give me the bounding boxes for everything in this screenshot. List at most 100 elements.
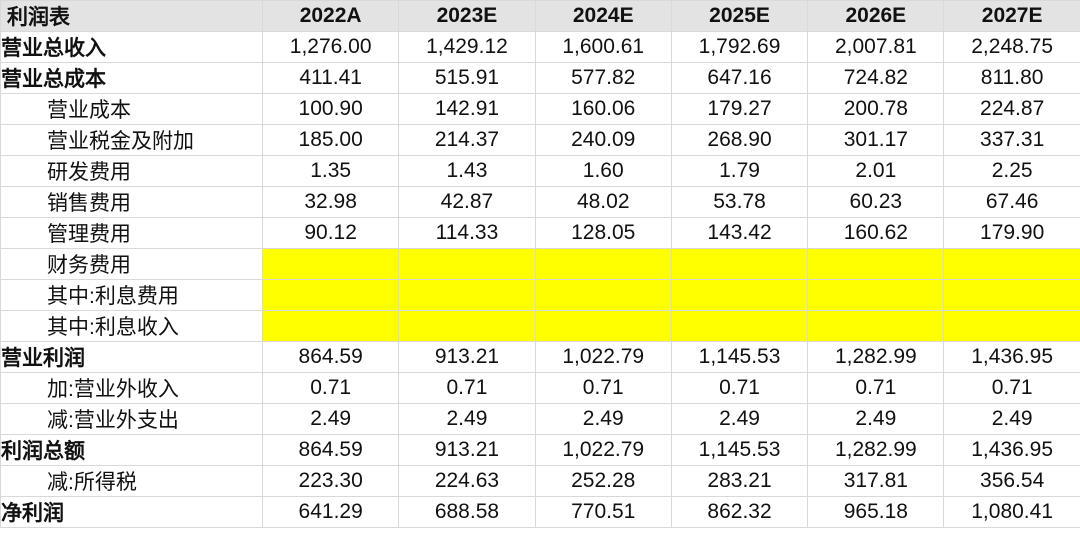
value-cell[interactable]: 965.18 [808,497,944,528]
value-cell[interactable]: 240.09 [535,125,671,156]
value-cell[interactable]: 1,276.00 [263,32,399,63]
value-cell[interactable]: 42.87 [399,187,535,218]
value-cell[interactable]: 2.25 [944,156,1080,187]
value-cell[interactable]: 1,429.12 [399,32,535,63]
value-cell[interactable]: 2.49 [944,404,1080,435]
value-cell[interactable]: 90.12 [263,218,399,249]
value-cell[interactable]: 1.60 [535,156,671,187]
value-cell[interactable]: 142.91 [399,94,535,125]
value-cell[interactable]: 1,282.99 [808,435,944,466]
value-cell[interactable]: 647.16 [671,63,807,94]
value-cell[interactable] [399,280,535,311]
value-cell[interactable]: 317.81 [808,466,944,497]
value-cell[interactable]: 356.54 [944,466,1080,497]
value-cell[interactable]: 641.29 [263,497,399,528]
value-cell[interactable]: 0.71 [944,373,1080,404]
year-header-2027e[interactable]: 2027E [944,1,1080,32]
value-cell[interactable]: 913.21 [399,342,535,373]
row-label[interactable]: 其中:利息费用 [1,280,263,311]
value-cell[interactable] [535,280,671,311]
value-cell[interactable]: 1,436.95 [944,342,1080,373]
year-header-2022a[interactable]: 2022A [263,1,399,32]
value-cell[interactable]: 252.28 [535,466,671,497]
value-cell[interactable]: 1,792.69 [671,32,807,63]
row-label[interactable]: 营业总收入 [1,32,263,63]
row-label[interactable]: 利润总额 [1,435,263,466]
value-cell[interactable]: 811.80 [944,63,1080,94]
year-header-2026e[interactable]: 2026E [808,1,944,32]
value-cell[interactable]: 2.49 [399,404,535,435]
value-cell[interactable]: 2,007.81 [808,32,944,63]
value-cell[interactable] [944,311,1080,342]
value-cell[interactable]: 283.21 [671,466,807,497]
value-cell[interactable]: 32.98 [263,187,399,218]
value-cell[interactable]: 67.46 [944,187,1080,218]
value-cell[interactable]: 0.71 [535,373,671,404]
value-cell[interactable]: 143.42 [671,218,807,249]
value-cell[interactable]: 2,248.75 [944,32,1080,63]
value-cell[interactable]: 128.05 [535,218,671,249]
value-cell[interactable] [399,249,535,280]
value-cell[interactable]: 114.33 [399,218,535,249]
value-cell[interactable]: 2.49 [671,404,807,435]
value-cell[interactable] [671,311,807,342]
value-cell[interactable]: 2.49 [263,404,399,435]
value-cell[interactable]: 770.51 [535,497,671,528]
value-cell[interactable] [535,249,671,280]
row-label[interactable]: 销售费用 [1,187,263,218]
row-label[interactable]: 管理费用 [1,218,263,249]
value-cell[interactable] [263,311,399,342]
row-label[interactable]: 减:所得税 [1,466,263,497]
value-cell[interactable]: 724.82 [808,63,944,94]
value-cell[interactable]: 160.06 [535,94,671,125]
value-cell[interactable]: 60.23 [808,187,944,218]
row-label[interactable]: 财务费用 [1,249,263,280]
row-label[interactable]: 营业利润 [1,342,263,373]
value-cell[interactable] [808,249,944,280]
value-cell[interactable]: 224.63 [399,466,535,497]
value-cell[interactable]: 515.91 [399,63,535,94]
value-cell[interactable]: 1,145.53 [671,342,807,373]
value-cell[interactable] [263,280,399,311]
value-cell[interactable] [263,249,399,280]
value-cell[interactable]: 1,600.61 [535,32,671,63]
value-cell[interactable]: 301.17 [808,125,944,156]
value-cell[interactable]: 913.21 [399,435,535,466]
value-cell[interactable]: 0.71 [263,373,399,404]
table-title[interactable]: 利润表 [1,1,263,32]
row-label[interactable]: 净利润 [1,497,263,528]
value-cell[interactable]: 53.78 [671,187,807,218]
value-cell[interactable]: 2.01 [808,156,944,187]
row-label[interactable]: 研发费用 [1,156,263,187]
value-cell[interactable]: 337.31 [944,125,1080,156]
value-cell[interactable]: 200.78 [808,94,944,125]
value-cell[interactable]: 864.59 [263,435,399,466]
value-cell[interactable] [671,280,807,311]
value-cell[interactable]: 1.35 [263,156,399,187]
year-header-2024e[interactable]: 2024E [535,1,671,32]
row-label[interactable]: 营业成本 [1,94,263,125]
value-cell[interactable]: 577.82 [535,63,671,94]
year-header-2025e[interactable]: 2025E [671,1,807,32]
value-cell[interactable]: 268.90 [671,125,807,156]
value-cell[interactable]: 1,436.95 [944,435,1080,466]
value-cell[interactable]: 2.49 [535,404,671,435]
value-cell[interactable] [535,311,671,342]
year-header-2023e[interactable]: 2023E [399,1,535,32]
value-cell[interactable]: 1,022.79 [535,435,671,466]
value-cell[interactable] [808,311,944,342]
row-label[interactable]: 营业税金及附加 [1,125,263,156]
value-cell[interactable]: 1,282.99 [808,342,944,373]
value-cell[interactable]: 0.71 [671,373,807,404]
value-cell[interactable]: 1,080.41 [944,497,1080,528]
value-cell[interactable]: 214.37 [399,125,535,156]
value-cell[interactable]: 1.79 [671,156,807,187]
value-cell[interactable]: 160.62 [808,218,944,249]
value-cell[interactable]: 0.71 [399,373,535,404]
value-cell[interactable] [944,249,1080,280]
value-cell[interactable]: 224.87 [944,94,1080,125]
value-cell[interactable]: 864.59 [263,342,399,373]
value-cell[interactable]: 688.58 [399,497,535,528]
value-cell[interactable]: 1.43 [399,156,535,187]
value-cell[interactable] [671,249,807,280]
